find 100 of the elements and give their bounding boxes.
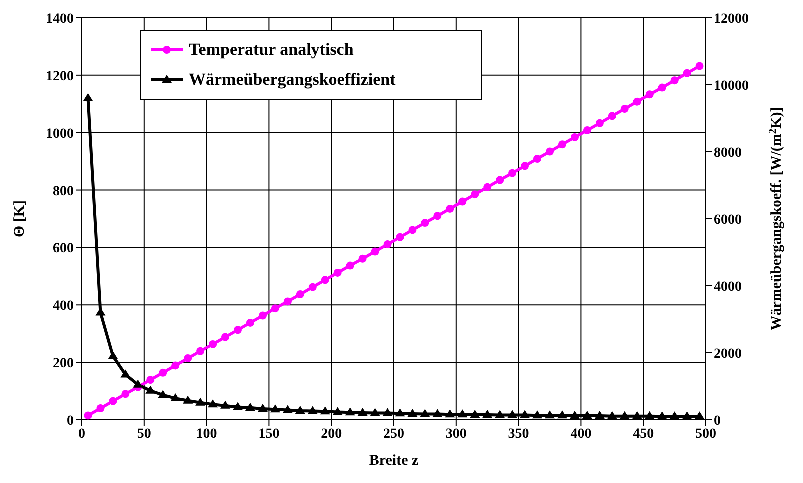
point — [432, 409, 443, 418]
point — [520, 410, 530, 418]
point — [234, 326, 242, 334]
point — [84, 412, 92, 420]
y-tick-label: 0 — [67, 414, 74, 429]
x-tick-label: 50 — [137, 426, 152, 442]
point — [296, 290, 304, 299]
point — [408, 226, 417, 234]
point — [345, 408, 356, 416]
point — [596, 119, 604, 128]
point — [146, 386, 156, 394]
point — [270, 404, 280, 413]
y-tick-label: 1400 — [46, 12, 74, 27]
legend-label: Temperatur analytisch — [189, 39, 354, 61]
point — [233, 402, 243, 410]
y-tick-label: 1200 — [46, 69, 74, 84]
y-tick-label: 800 — [53, 184, 74, 200]
point — [694, 412, 705, 420]
point — [83, 93, 94, 102]
x-tick-label: 250 — [384, 426, 404, 442]
point — [183, 396, 194, 404]
point — [209, 340, 218, 348]
point — [420, 409, 430, 418]
point — [570, 410, 580, 419]
point — [546, 148, 554, 156]
point — [532, 410, 543, 419]
point — [96, 404, 105, 413]
y2-tick-label: 6000 — [714, 212, 742, 228]
point — [696, 62, 704, 70]
x-tick-label: 350 — [508, 426, 530, 442]
point — [408, 408, 418, 417]
point — [445, 410, 456, 418]
point — [570, 133, 579, 142]
point — [146, 376, 155, 384]
point — [158, 390, 168, 398]
y2-tick-label: 8000 — [714, 146, 742, 161]
point — [670, 412, 680, 420]
point — [395, 408, 406, 417]
point — [284, 298, 292, 306]
point — [246, 318, 254, 327]
point — [583, 126, 592, 135]
point — [320, 406, 330, 415]
point — [332, 407, 343, 416]
point — [133, 380, 144, 388]
point — [358, 254, 367, 263]
point — [620, 105, 629, 114]
point — [496, 176, 504, 184]
y-tick-label: 200 — [53, 356, 74, 372]
point — [282, 405, 293, 414]
point — [607, 411, 618, 420]
x-tick-label: 150 — [258, 426, 280, 442]
point — [620, 411, 630, 420]
x-tick-label: 200 — [321, 426, 342, 442]
y2-tick-label: 12000 — [714, 12, 749, 27]
point — [109, 397, 118, 406]
point — [670, 76, 679, 85]
point — [295, 406, 306, 414]
legend-label: Wärmeübergangskoeffizient — [189, 69, 396, 91]
point — [421, 219, 430, 228]
point — [682, 412, 692, 420]
point — [159, 368, 168, 377]
point — [334, 268, 342, 277]
point — [371, 248, 380, 256]
y2-tick-label: 2000 — [714, 346, 742, 362]
point — [484, 183, 492, 192]
point — [508, 169, 517, 178]
point — [396, 233, 404, 242]
point — [632, 411, 642, 420]
x-tick-label: 500 — [696, 426, 716, 442]
point — [245, 402, 256, 411]
point — [122, 390, 130, 398]
y-tick-label: 600 — [53, 242, 74, 257]
point — [184, 354, 192, 363]
point — [208, 400, 218, 408]
x-tick-label: 100 — [196, 426, 218, 442]
point — [271, 304, 280, 313]
x-tick-label: 450 — [633, 426, 654, 442]
point — [646, 90, 654, 99]
point — [458, 198, 467, 206]
x-tick-label: 300 — [446, 426, 467, 442]
point — [258, 404, 268, 412]
point — [471, 190, 480, 199]
point — [308, 406, 318, 414]
point — [196, 347, 205, 356]
y-axis-title: Θ [K] — [12, 200, 28, 238]
point — [508, 410, 518, 418]
point — [308, 283, 317, 292]
point — [657, 412, 668, 420]
point — [321, 276, 330, 284]
point — [384, 240, 392, 249]
point — [470, 410, 480, 418]
point — [446, 204, 454, 213]
point — [258, 312, 267, 320]
point — [545, 410, 555, 419]
point — [220, 400, 231, 409]
point — [370, 408, 380, 416]
y2-tick-label: 0 — [714, 414, 721, 429]
point — [557, 410, 568, 419]
point — [358, 408, 368, 416]
point — [658, 84, 666, 92]
